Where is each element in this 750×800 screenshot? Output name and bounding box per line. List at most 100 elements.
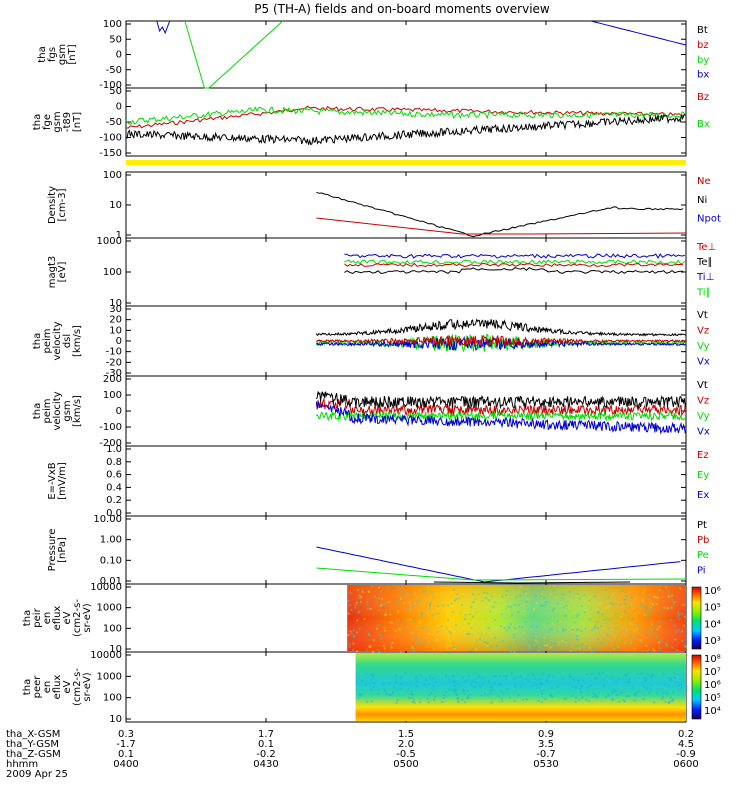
electron-speckle xyxy=(456,696,459,699)
ion-speckle xyxy=(564,614,567,617)
ion-speckle xyxy=(427,612,430,615)
ion-speckle xyxy=(643,589,646,592)
electron-speckle xyxy=(462,688,465,691)
ion-speckle xyxy=(660,639,663,642)
electron-speckle xyxy=(400,675,403,678)
electron-speckle xyxy=(508,696,511,699)
electron-speckle xyxy=(463,693,466,696)
ion-speckle xyxy=(676,615,679,618)
ion-speckle xyxy=(434,586,437,589)
ion-speckle xyxy=(655,603,658,606)
legend-Ne: Ne xyxy=(697,176,711,187)
electron-speckle xyxy=(607,693,610,696)
electron-speckle xyxy=(614,689,617,692)
ion-speckle xyxy=(593,595,596,598)
ion-speckle xyxy=(383,647,386,650)
ion-speckle xyxy=(486,591,489,594)
ion-speckle xyxy=(614,591,617,594)
ion-speckle xyxy=(562,593,565,596)
ion-speckle xyxy=(678,613,681,616)
ion-speckle xyxy=(523,591,526,594)
ion-speckle xyxy=(450,602,453,605)
legend-Vt: Vt xyxy=(697,310,708,321)
electron-speckle xyxy=(490,701,493,704)
ion-speckle xyxy=(470,606,473,609)
electron-speckle xyxy=(445,691,448,694)
electron-speckle xyxy=(674,676,677,679)
figure-title: P5 (TH-A) fields and on-board moments ov… xyxy=(254,2,550,16)
ion-speckle xyxy=(666,645,669,648)
axis-row-label: hhmm xyxy=(6,759,38,770)
electron-speckle xyxy=(579,688,582,691)
y-tick-label: -100 xyxy=(99,422,122,433)
ion-speckle xyxy=(424,625,427,628)
electron-speckle xyxy=(395,681,398,684)
ion-speckle xyxy=(533,644,536,647)
electron-speckle xyxy=(468,675,471,678)
ion-speckle xyxy=(590,606,593,609)
electron-speckle xyxy=(470,683,473,686)
ion-speckle xyxy=(396,586,399,589)
axis-tick-value: 0.9 xyxy=(538,729,554,740)
ion-speckle xyxy=(565,639,568,642)
ion-speckle xyxy=(350,632,353,635)
ion-speckle xyxy=(352,642,355,645)
ion-speckle xyxy=(503,631,506,634)
ion-speckle xyxy=(372,638,375,641)
electron-speckle xyxy=(484,693,487,696)
trace-Vy-gsm xyxy=(315,410,687,422)
ion-speckle xyxy=(415,636,418,639)
y-axis-label: thapeerenefluxeV(cm2-s-sr-eV) xyxy=(22,668,93,706)
ion-speckle xyxy=(446,642,449,645)
ion-speckle xyxy=(442,596,445,599)
electron-speckle xyxy=(612,698,615,701)
trace-Te-par xyxy=(344,267,684,275)
ion-speckle xyxy=(505,607,508,610)
ion-speckle xyxy=(628,605,631,608)
colorbar-tick: 10⁵ xyxy=(704,693,721,704)
ion-speckle xyxy=(562,627,565,630)
ion-speckle xyxy=(486,645,489,648)
electron-speckle xyxy=(685,685,688,688)
trace-Vt-dsl xyxy=(315,318,687,337)
electron-speckle xyxy=(665,693,668,696)
ion-speckle xyxy=(658,649,661,652)
ion-speckle xyxy=(472,593,475,596)
electron-speckle xyxy=(675,681,678,684)
y-tick-label: 0.01 xyxy=(100,576,122,587)
ion-speckle xyxy=(503,626,506,629)
ion-speckle xyxy=(429,594,432,597)
trace-Vz-dsl xyxy=(316,334,687,348)
ion-speckle xyxy=(597,638,600,641)
ion-speckle xyxy=(472,619,475,622)
ion-speckle xyxy=(447,604,450,607)
axis-tick-value: -0.9 xyxy=(676,749,696,760)
ion-speckle xyxy=(547,622,550,625)
ion-speckle xyxy=(553,589,556,592)
ion-speckle xyxy=(459,611,462,614)
electron-speckle xyxy=(386,693,389,696)
y-axis-label: E=-VxB[mV/m] xyxy=(47,462,68,500)
ion-speckle xyxy=(621,589,624,592)
ion-speckle xyxy=(670,597,673,600)
y-axis-label: thapeimvelocitygsm[km/s] xyxy=(32,391,83,430)
y-tick-label: 0 xyxy=(116,50,122,61)
y-tick-label: 0.6 xyxy=(106,470,122,481)
ion-speckle xyxy=(614,627,617,630)
ion-speckle xyxy=(594,631,597,634)
axis-tick-value: 0600 xyxy=(673,759,698,770)
electron-speckle xyxy=(440,701,443,704)
electron-speckle xyxy=(510,672,513,675)
ion-speckle xyxy=(448,644,451,647)
ion-speckle xyxy=(650,609,653,612)
ion-speckle xyxy=(402,618,405,621)
ion-speckle xyxy=(552,623,555,626)
ion-speckle xyxy=(394,620,397,623)
ion-speckle xyxy=(519,615,522,618)
ion-speckle xyxy=(530,625,533,628)
ion-speckle xyxy=(612,647,615,650)
ion-speckle xyxy=(468,632,471,635)
ion-speckle xyxy=(474,598,477,601)
y-axis-label: thapeirenefluxeV(cm2-s-sr-eV) xyxy=(22,599,93,637)
electron-speckle xyxy=(588,700,591,703)
